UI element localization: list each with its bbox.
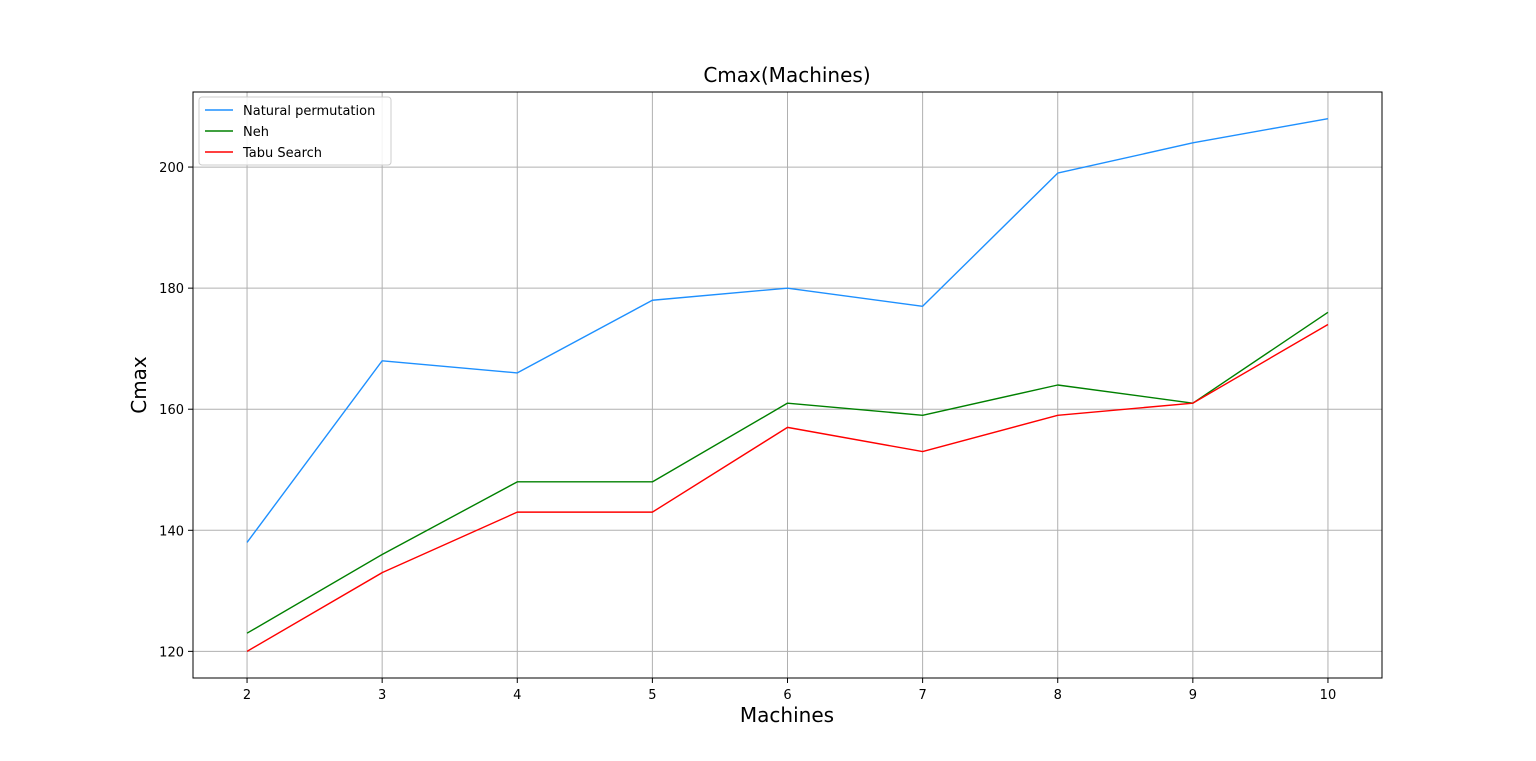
x-tick-label: 5	[648, 688, 656, 703]
legend: Natural permutation Neh Tabu Search	[198, 96, 392, 166]
x-tick-label: 8	[1054, 688, 1062, 703]
legend-label: Tabu Search	[242, 146, 322, 161]
y-axis-title: Cmax	[127, 356, 151, 414]
y-tick-label: 140	[159, 524, 184, 539]
x-tick-label: 7	[918, 688, 926, 703]
y-axis-ticks: 120 140 160 180 200	[159, 161, 193, 660]
y-tick-label: 180	[159, 282, 184, 297]
series-line-tabu-search	[246, 323, 1329, 652]
legend-label: Natural permutation	[243, 104, 375, 119]
grid	[193, 92, 1382, 678]
x-tick-label: 6	[783, 688, 791, 703]
series-lines	[246, 117, 1329, 652]
x-tick-label: 3	[378, 688, 386, 703]
x-axis-ticks: 2 3 4 5 6 7 8 9 10	[243, 678, 1336, 703]
x-tick-label: 4	[513, 688, 521, 703]
chart-title: Cmax(Machines)	[703, 63, 870, 87]
y-tick-label: 160	[159, 403, 184, 418]
series-line-neh	[246, 311, 1329, 634]
x-axis-title: Machines	[740, 703, 834, 727]
series-line-natural-permutation	[246, 117, 1329, 543]
legend-box	[198, 96, 392, 166]
x-tick-label: 9	[1189, 688, 1197, 703]
x-tick-label: 10	[1320, 688, 1337, 703]
y-tick-label: 120	[159, 645, 184, 660]
x-tick-label: 2	[243, 688, 251, 703]
legend-label: Neh	[243, 125, 269, 140]
y-tick-label: 200	[159, 161, 184, 176]
